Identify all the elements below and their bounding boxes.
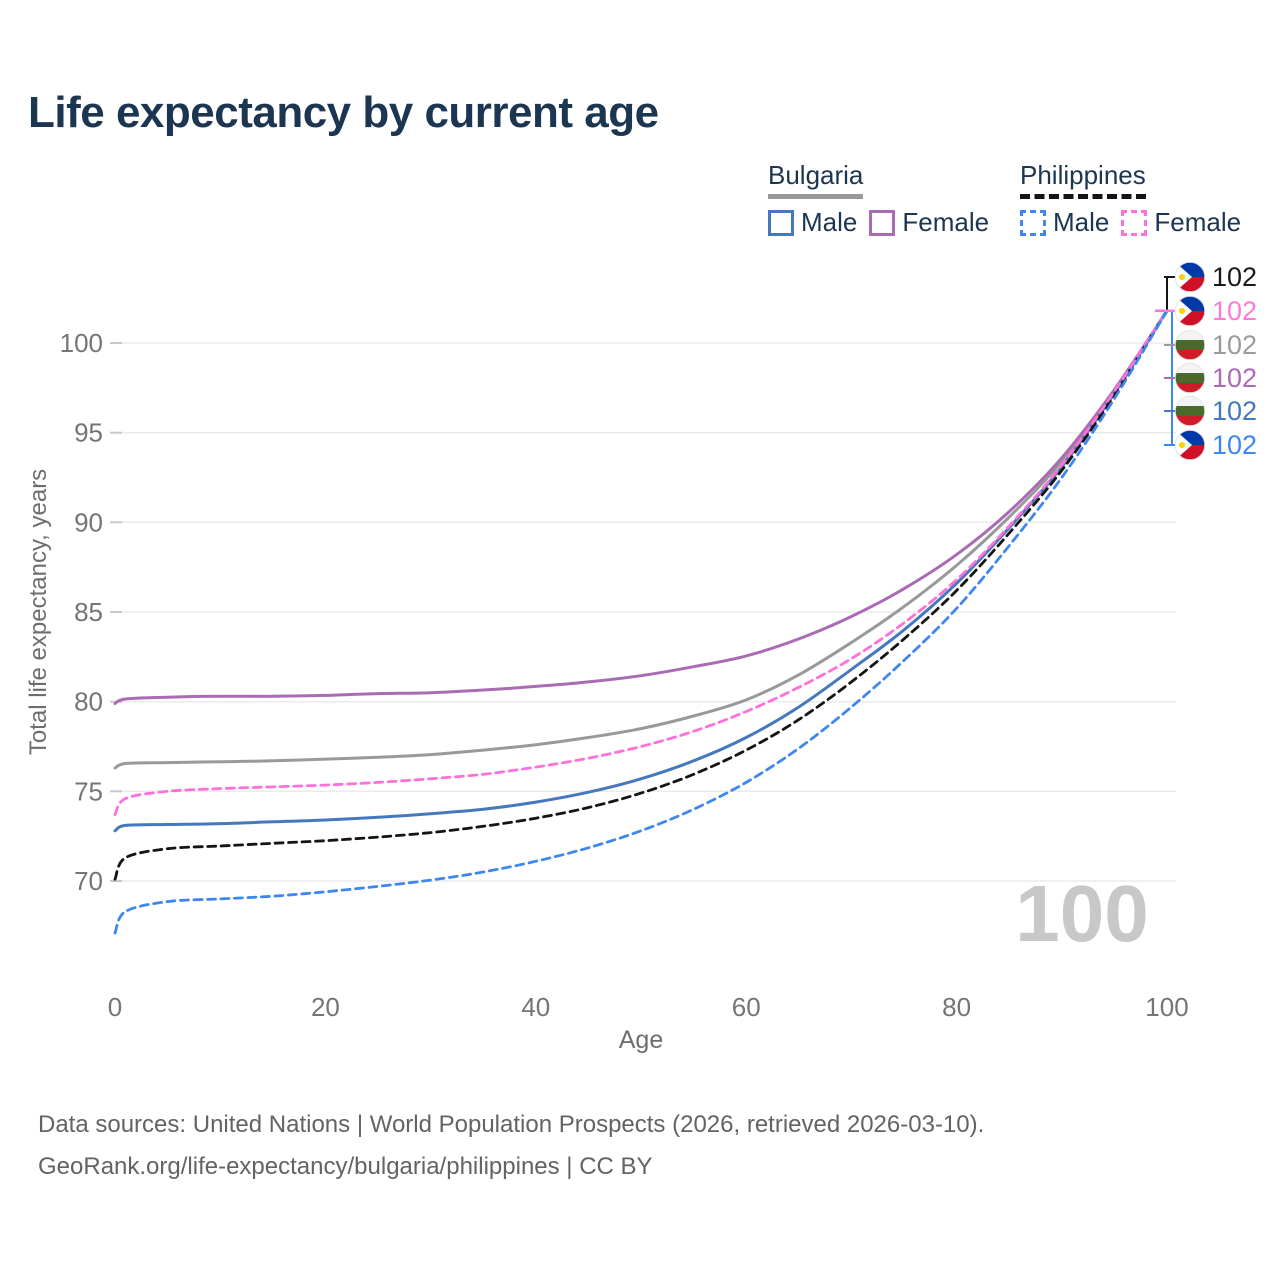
x-tick-label: 20 (311, 992, 340, 1022)
legend-label-bulgaria-male: Male (801, 207, 858, 237)
footer: Data sources: United Nations | World Pop… (38, 1104, 984, 1188)
legend-items-philippines: Male Female (1020, 207, 1241, 238)
line-bg-female[interactable] (113, 309, 1169, 705)
legend-item-philippines-female[interactable]: Female (1121, 207, 1241, 238)
line-ph-male[interactable] (113, 309, 1169, 935)
y-tick-label: 100 (60, 328, 103, 358)
legend-group-bulgaria: Bulgaria Male Female (768, 160, 989, 238)
legend-country-bulgaria[interactable]: Bulgaria (768, 160, 864, 199)
y-tick-label: 80 (74, 687, 103, 717)
y-tick-label: 75 (74, 776, 103, 806)
end-label-value: 102 (1212, 262, 1257, 292)
bulgaria-flag-icon (1174, 395, 1206, 427)
current-age-watermark: 100 (1015, 869, 1148, 958)
attribution-text: GeoRank.org/life-expectancy/bulgaria/phi… (38, 1153, 653, 1180)
legend-item-bulgaria-female[interactable]: Female (869, 207, 989, 238)
line-bg-total[interactable] (113, 309, 1169, 770)
end-label-value: 102 (1212, 363, 1257, 393)
philippines-flag-icon (1174, 261, 1206, 293)
line-ph-total[interactable] (113, 309, 1169, 881)
x-tick-label: 40 (521, 992, 550, 1022)
end-label-ph-female: 102 (1164, 295, 1257, 327)
end-label-bg-female: 102 (1164, 362, 1257, 394)
line-ph-female[interactable] (113, 309, 1169, 816)
x-tick-label: 100 (1145, 992, 1188, 1022)
line-bg-male[interactable] (113, 309, 1169, 833)
end-label-value: 102 (1212, 330, 1257, 360)
x-tick-label: 60 (732, 992, 761, 1022)
end-label-bg-total: 102 (1164, 329, 1257, 361)
legend-group-philippines: Philippines Male Female (1020, 160, 1241, 238)
page-title: Life expectancy by current age (28, 88, 659, 137)
bulgaria-male-swatch-icon (768, 209, 794, 236)
y-tick-label: 70 (74, 866, 103, 896)
philippines-flag-icon (1174, 295, 1206, 327)
bulgaria-flag-icon (1174, 329, 1206, 361)
end-label-value: 102 (1212, 396, 1257, 426)
end-label-value: 102 (1212, 296, 1257, 326)
legend-country-philippines[interactable]: Philippines (1020, 160, 1146, 199)
x-tick-label: 80 (942, 992, 971, 1022)
end-label-value: 102 (1212, 430, 1257, 460)
philippines-flag-icon (1174, 429, 1206, 461)
philippines-female-swatch-icon (1121, 209, 1148, 236)
legend-items-bulgaria: Male Female (768, 207, 989, 238)
legend-label-philippines-male: Male (1053, 207, 1110, 237)
legend-label-philippines-female: Female (1154, 207, 1242, 237)
y-tick-label: 95 (74, 418, 103, 448)
bulgaria-flag-icon (1174, 362, 1206, 394)
end-label-bg-male: 102 (1164, 395, 1257, 427)
data-sources-text: Data sources: United Nations | World Pop… (38, 1111, 985, 1138)
legend-label-bulgaria-female: Female (902, 207, 990, 237)
legend-item-bulgaria-male[interactable]: Male (768, 207, 857, 238)
y-axis-label: Total life expectancy, years (25, 469, 52, 755)
x-axis-label: Age (619, 1026, 663, 1054)
x-tick-label: 0 (108, 992, 122, 1022)
bulgaria-female-swatch-icon (869, 209, 896, 236)
end-label-ph-total: 102 (1164, 261, 1257, 293)
philippines-male-swatch-icon (1020, 209, 1046, 236)
legend-item-philippines-male[interactable]: Male (1020, 207, 1109, 238)
y-tick-label: 90 (74, 507, 103, 537)
end-label-ph-male: 102 (1164, 429, 1257, 461)
y-tick-label: 85 (74, 597, 103, 627)
